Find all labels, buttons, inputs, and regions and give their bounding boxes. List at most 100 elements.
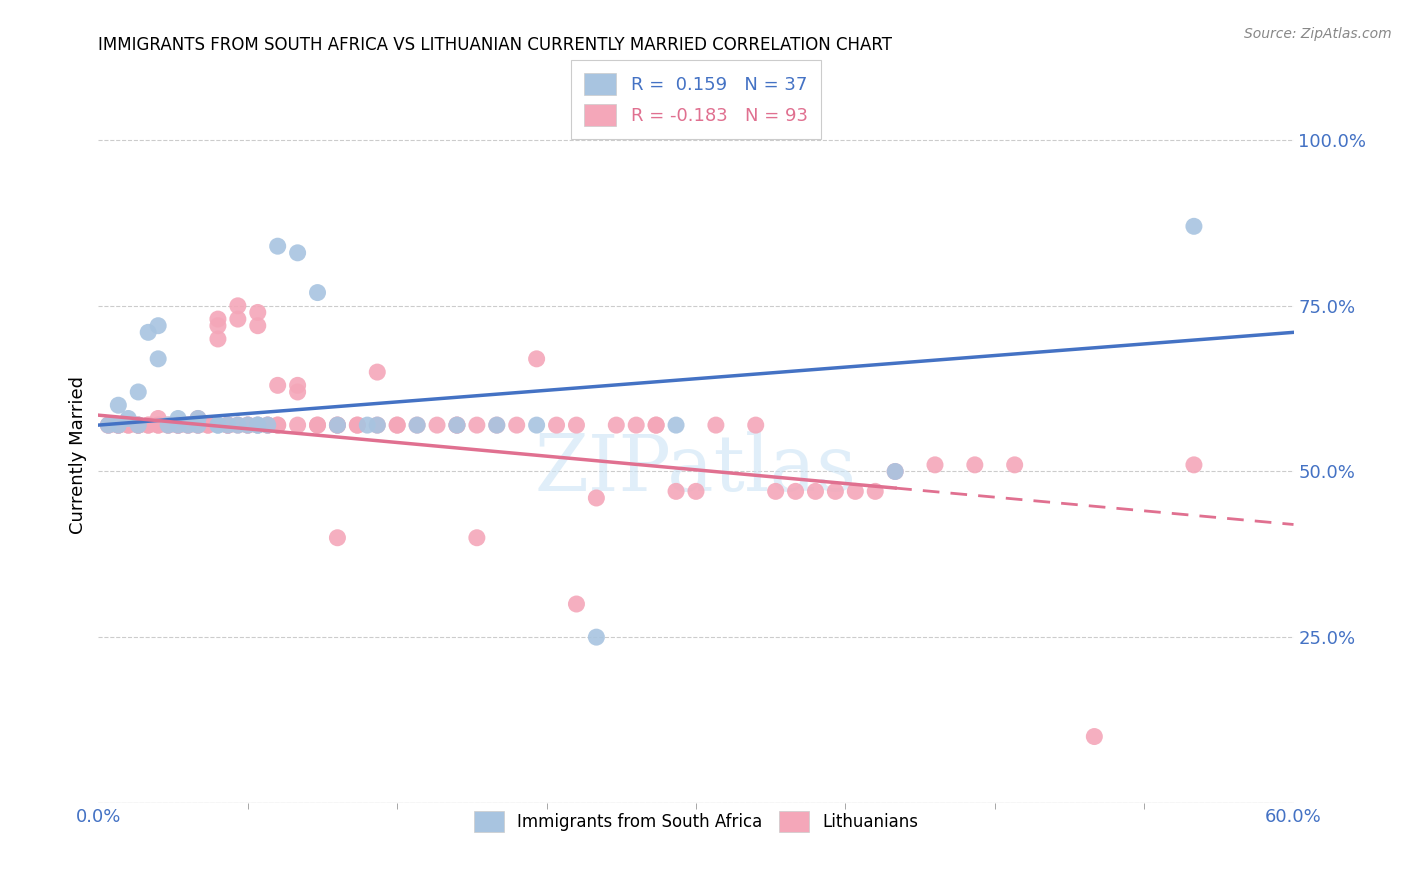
Point — [267, 418, 290, 433]
Point — [287, 245, 309, 260]
Point — [226, 418, 249, 433]
Point — [167, 411, 190, 425]
Point — [1182, 219, 1205, 234]
Point — [207, 418, 229, 433]
Point — [187, 418, 209, 433]
Point — [177, 418, 200, 433]
Text: ZIPatlas: ZIPatlas — [534, 431, 858, 507]
Point — [326, 418, 349, 433]
Point — [704, 418, 727, 433]
Legend: Immigrants from South Africa, Lithuanians: Immigrants from South Africa, Lithuanian… — [463, 799, 929, 843]
Point — [446, 418, 468, 433]
Point — [236, 418, 259, 433]
Point — [127, 418, 149, 433]
Point — [177, 418, 200, 433]
Text: Source: ZipAtlas.com: Source: ZipAtlas.com — [1244, 27, 1392, 41]
Point — [207, 318, 229, 333]
Point — [307, 418, 329, 433]
Point — [426, 418, 449, 433]
Point — [446, 418, 468, 433]
Point — [924, 458, 946, 472]
Point — [256, 418, 278, 433]
Point — [506, 418, 529, 433]
Point — [526, 418, 548, 433]
Point — [765, 484, 787, 499]
Point — [844, 484, 866, 499]
Point — [366, 418, 388, 433]
Point — [546, 418, 568, 433]
Point — [326, 418, 349, 433]
Point — [485, 418, 508, 433]
Point — [187, 411, 209, 425]
Point — [236, 418, 259, 433]
Point — [246, 305, 269, 319]
Point — [217, 418, 239, 433]
Point — [665, 418, 688, 433]
Point — [97, 418, 120, 433]
Point — [217, 418, 239, 433]
Point — [865, 484, 887, 499]
Point — [307, 418, 329, 433]
Point — [157, 418, 180, 433]
Point — [963, 458, 986, 472]
Point — [197, 418, 219, 433]
Point — [884, 465, 907, 479]
Point — [326, 418, 349, 433]
Point — [465, 531, 488, 545]
Point — [246, 418, 269, 433]
Point — [287, 384, 309, 399]
Point — [127, 384, 149, 399]
Point — [117, 411, 139, 425]
Point — [246, 418, 269, 433]
Point — [127, 418, 149, 433]
Point — [585, 491, 607, 505]
Point — [217, 418, 239, 433]
Point — [187, 411, 209, 425]
Point — [385, 418, 409, 433]
Point — [226, 312, 249, 326]
Point — [645, 418, 668, 433]
Text: IMMIGRANTS FROM SOUTH AFRICA VS LITHUANIAN CURRENTLY MARRIED CORRELATION CHART: IMMIGRANTS FROM SOUTH AFRICA VS LITHUANI… — [98, 36, 893, 54]
Point — [187, 418, 209, 433]
Point — [1004, 458, 1026, 472]
Point — [256, 418, 278, 433]
Point — [207, 418, 229, 433]
Point — [326, 531, 349, 545]
Point — [167, 418, 190, 433]
Point — [107, 418, 129, 433]
Point — [127, 418, 149, 433]
Point — [117, 418, 139, 433]
Point — [226, 418, 249, 433]
Point — [526, 351, 548, 366]
Point — [884, 465, 907, 479]
Point — [97, 418, 120, 433]
Point — [127, 418, 149, 433]
Point — [287, 418, 309, 433]
Point — [346, 418, 368, 433]
Point — [565, 597, 588, 611]
Point — [148, 318, 170, 333]
Point — [346, 418, 368, 433]
Point — [167, 418, 190, 433]
Point — [824, 484, 846, 499]
Point — [1182, 458, 1205, 472]
Point — [267, 418, 290, 433]
Point — [107, 418, 129, 433]
Point — [645, 418, 668, 433]
Point — [107, 418, 129, 433]
Point — [366, 418, 388, 433]
Point — [207, 332, 229, 346]
Point — [665, 484, 688, 499]
Point — [685, 484, 707, 499]
Point — [406, 418, 429, 433]
Point — [197, 418, 219, 433]
Point — [136, 418, 159, 433]
Point — [256, 418, 278, 433]
Point — [1083, 730, 1105, 744]
Point — [148, 411, 170, 425]
Y-axis label: Currently Married: Currently Married — [69, 376, 87, 534]
Point — [605, 418, 627, 433]
Point — [148, 418, 170, 433]
Point — [585, 630, 607, 644]
Point — [485, 418, 508, 433]
